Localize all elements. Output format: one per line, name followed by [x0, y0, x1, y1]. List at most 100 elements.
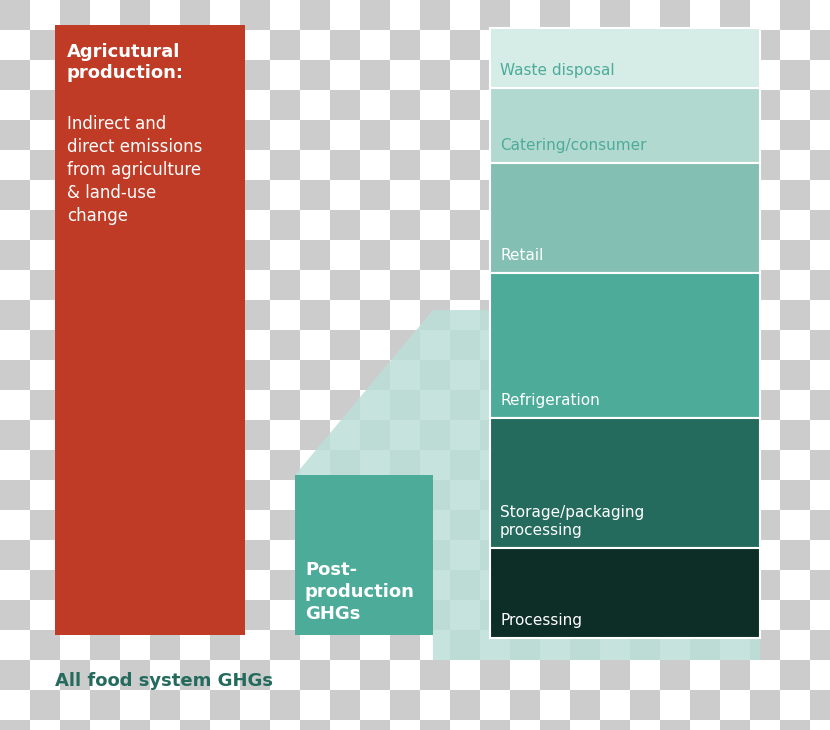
- Bar: [420, 360, 450, 390]
- Bar: [750, 150, 780, 180]
- Bar: [810, 660, 830, 690]
- Bar: [570, 210, 600, 240]
- Bar: [630, 0, 660, 30]
- Bar: [660, 0, 690, 30]
- Bar: [510, 660, 540, 690]
- Bar: [810, 600, 830, 630]
- Bar: [690, 690, 720, 720]
- Bar: [300, 510, 330, 540]
- Bar: [510, 150, 540, 180]
- Bar: [420, 210, 450, 240]
- Bar: [540, 300, 570, 330]
- Bar: [810, 0, 830, 30]
- Text: Refrigeration: Refrigeration: [500, 393, 600, 408]
- Bar: [30, 420, 60, 450]
- Bar: [780, 30, 810, 60]
- Bar: [300, 150, 330, 180]
- Bar: [210, 540, 240, 570]
- Bar: [330, 90, 360, 120]
- Bar: [300, 270, 330, 300]
- Bar: [690, 210, 720, 240]
- Bar: [30, 330, 60, 360]
- Bar: [330, 30, 360, 60]
- Bar: [60, 0, 90, 30]
- Bar: [690, 60, 720, 90]
- Bar: [750, 210, 780, 240]
- Bar: [450, 150, 480, 180]
- Bar: [60, 330, 90, 360]
- Bar: [90, 360, 120, 390]
- Bar: [270, 420, 300, 450]
- Bar: [600, 510, 630, 540]
- Bar: [450, 270, 480, 300]
- Bar: [390, 660, 420, 690]
- Bar: [60, 360, 90, 390]
- Bar: [0, 240, 30, 270]
- Bar: [600, 450, 630, 480]
- Bar: [300, 90, 330, 120]
- Bar: [240, 540, 270, 570]
- Text: Catering/consumer: Catering/consumer: [500, 138, 647, 153]
- Bar: [450, 90, 480, 120]
- Bar: [630, 420, 660, 450]
- Bar: [690, 180, 720, 210]
- Bar: [240, 270, 270, 300]
- Bar: [630, 480, 660, 510]
- Bar: [480, 390, 510, 420]
- Bar: [450, 180, 480, 210]
- Bar: [330, 600, 360, 630]
- Bar: [750, 390, 780, 420]
- Bar: [270, 360, 300, 390]
- Bar: [420, 330, 450, 360]
- Bar: [420, 600, 450, 630]
- Bar: [60, 180, 90, 210]
- Bar: [150, 690, 180, 720]
- Bar: [570, 510, 600, 540]
- Bar: [210, 0, 240, 30]
- Bar: [600, 30, 630, 60]
- Bar: [390, 300, 420, 330]
- Bar: [420, 180, 450, 210]
- Bar: [330, 360, 360, 390]
- Bar: [510, 90, 540, 120]
- Bar: [540, 330, 570, 360]
- Bar: [60, 30, 90, 60]
- Bar: [780, 90, 810, 120]
- Bar: [180, 300, 210, 330]
- Bar: [120, 420, 150, 450]
- Bar: [210, 630, 240, 660]
- Bar: [240, 660, 270, 690]
- Bar: [690, 720, 720, 730]
- Bar: [120, 120, 150, 150]
- Bar: [480, 510, 510, 540]
- Bar: [180, 120, 210, 150]
- Bar: [660, 150, 690, 180]
- Bar: [810, 480, 830, 510]
- Bar: [180, 60, 210, 90]
- Bar: [720, 120, 750, 150]
- Bar: [570, 660, 600, 690]
- Bar: [780, 420, 810, 450]
- Bar: [600, 420, 630, 450]
- Bar: [150, 450, 180, 480]
- Bar: [540, 720, 570, 730]
- Bar: [150, 390, 180, 420]
- Bar: [510, 300, 540, 330]
- Bar: [60, 90, 90, 120]
- Bar: [0, 690, 30, 720]
- Bar: [690, 240, 720, 270]
- Bar: [30, 630, 60, 660]
- Bar: [210, 180, 240, 210]
- Bar: [570, 540, 600, 570]
- Bar: [360, 150, 390, 180]
- Bar: [90, 570, 120, 600]
- Bar: [210, 90, 240, 120]
- Bar: [540, 480, 570, 510]
- Bar: [60, 210, 90, 240]
- Bar: [450, 210, 480, 240]
- Bar: [360, 630, 390, 660]
- Bar: [180, 660, 210, 690]
- Bar: [300, 420, 330, 450]
- Bar: [150, 270, 180, 300]
- Bar: [240, 180, 270, 210]
